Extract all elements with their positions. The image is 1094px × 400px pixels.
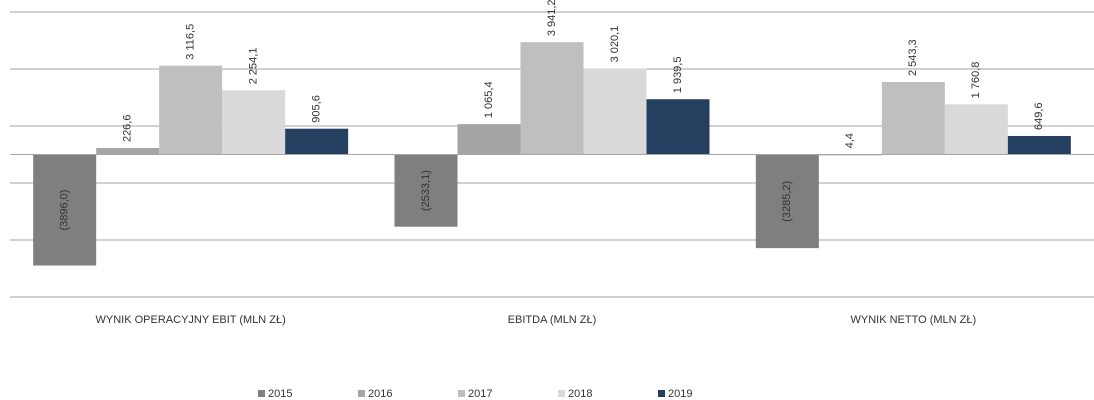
x-tick-label: EBITDA (MLN ZŁ)	[508, 314, 597, 326]
legend-label: 2017	[468, 388, 492, 400]
x-tick-label: WYNIK NETTO (MLN ZŁ)	[850, 314, 976, 326]
legend-swatch	[558, 390, 565, 397]
bar	[222, 90, 286, 155]
data-label: 1 760,8	[970, 62, 982, 99]
bar	[646, 99, 710, 155]
bar	[881, 82, 945, 155]
bar	[583, 68, 647, 155]
data-label: 1 939,5	[672, 57, 684, 94]
legend-swatch	[658, 390, 665, 397]
bar	[520, 42, 584, 155]
data-label: 3 116,5	[185, 24, 197, 60]
data-label: 3 020,1	[609, 26, 621, 63]
legend-label: 2016	[368, 388, 392, 400]
bar	[944, 104, 1008, 155]
data-label: (3896,0)	[59, 190, 71, 231]
bar	[755, 154, 819, 249]
data-label: 2 254,1	[248, 48, 260, 85]
data-label: 905,6	[311, 95, 323, 123]
legend-swatch	[358, 390, 365, 397]
bar	[394, 154, 458, 227]
bar	[159, 65, 223, 155]
data-label: 1 065,4	[483, 81, 495, 118]
legend-label: 2015	[268, 388, 292, 400]
data-label: (3285,2)	[781, 181, 793, 222]
x-tick-label: WYNIK OPERACYJNY EBIT (MLN ZŁ)	[96, 314, 286, 326]
bar	[285, 128, 349, 155]
data-label: 4,4	[844, 133, 856, 148]
bar	[457, 124, 521, 155]
bar	[96, 148, 160, 155]
data-label: 226,6	[122, 115, 134, 143]
legend-swatch	[258, 390, 265, 397]
data-label: (2533,1)	[420, 170, 432, 211]
data-label: 2 543,3	[907, 39, 919, 76]
legend-label: 2018	[568, 388, 592, 400]
data-label: 3 941,2	[546, 0, 558, 36]
bar	[1007, 135, 1071, 155]
legend-label: 2019	[668, 388, 692, 400]
legend-swatch	[458, 390, 465, 397]
data-label: 649,6	[1033, 102, 1045, 130]
bar	[33, 154, 97, 266]
